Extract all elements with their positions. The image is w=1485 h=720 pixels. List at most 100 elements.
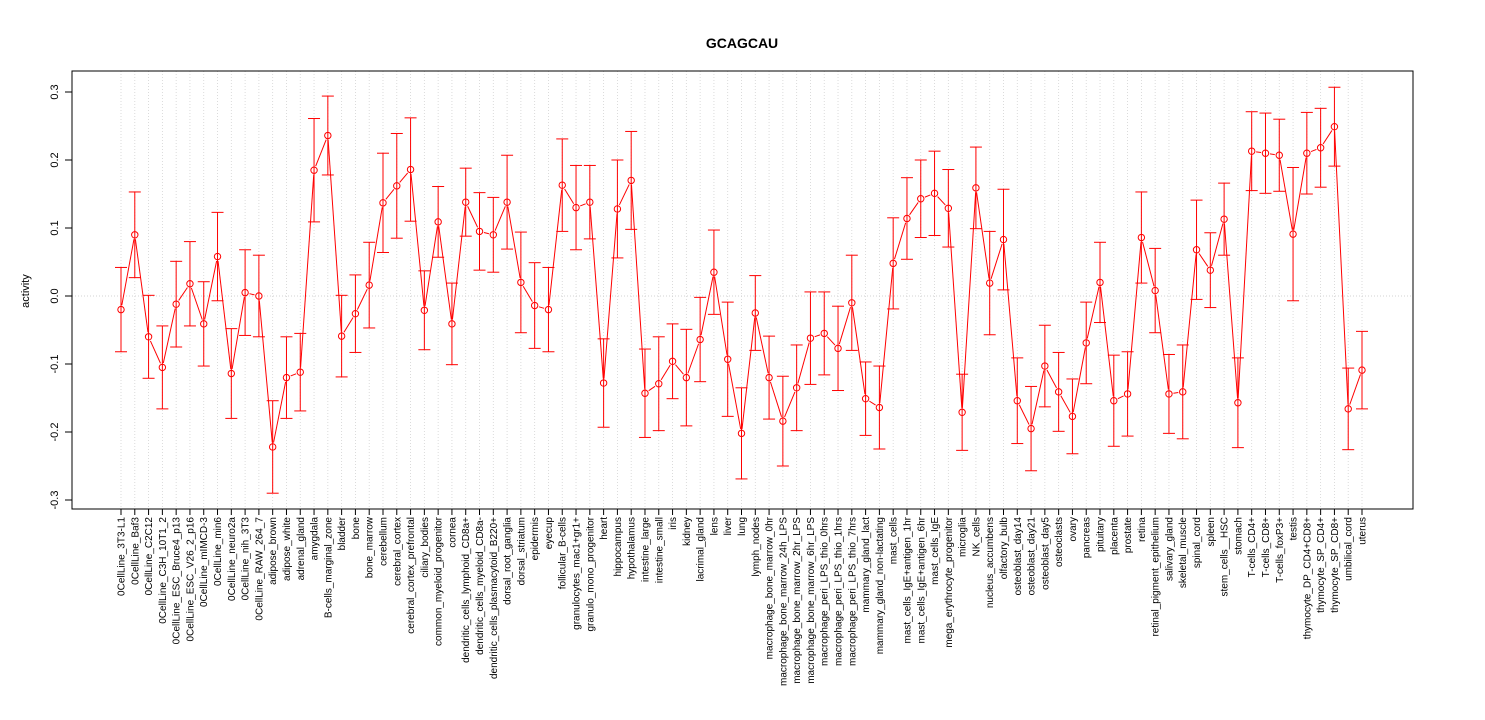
data-point <box>1165 390 1173 398</box>
series-line <box>190 287 203 320</box>
x-tick-label: cerebral_cortex_prefrontal <box>406 517 417 634</box>
series-line <box>273 381 287 443</box>
x-tick-label: hippocampus <box>613 517 624 576</box>
series-line <box>1142 241 1155 287</box>
x-tick-label: 0CellLine_ESC_Bruce4_p13 <box>172 517 183 645</box>
x-tick-label: granulocytes_mac1+gr1+ <box>572 517 583 630</box>
series-line <box>231 296 245 370</box>
x-tick-label: stomach <box>1233 517 1244 555</box>
x-tick-label: dorsal_root_ganglia <box>503 517 514 605</box>
series-line <box>1198 253 1209 267</box>
x-tick-label: testis <box>1289 517 1300 540</box>
data-point <box>1082 339 1090 347</box>
x-tick-label: cerebral_cortex <box>392 517 403 586</box>
data-point <box>393 182 401 190</box>
data-point <box>779 417 787 425</box>
data-point <box>1041 362 1049 370</box>
data-point <box>462 198 470 206</box>
series-line <box>178 287 188 301</box>
x-tick-label: 0CellLine_min6 <box>213 517 224 586</box>
data-point <box>999 235 1008 244</box>
x-tick-label: lacrimal_gland <box>696 517 707 581</box>
series-line <box>714 276 728 355</box>
series-line <box>1334 131 1349 405</box>
series-line <box>1155 294 1169 390</box>
x-tick-label: mast_cells_IgE+antigen_1hr <box>902 516 913 643</box>
x-axis-labels: 0CellLine_3T3-L1 0CellLine_Baf3 0CellLine_… <box>117 509 1369 686</box>
series-line <box>1086 286 1100 339</box>
x-tick-label: dorsal_striatum <box>516 517 527 585</box>
data-point <box>875 403 884 412</box>
x-tick-label: adrenal_gland <box>296 517 307 580</box>
series-line <box>784 391 796 418</box>
data-point <box>1096 278 1104 287</box>
data-point <box>586 198 594 206</box>
x-tick-label: bladder <box>337 516 348 550</box>
series-line <box>1060 395 1071 413</box>
x-tick-label: adipose_white <box>282 517 293 581</box>
data-point <box>1151 286 1159 295</box>
series-line <box>603 213 618 379</box>
data-point <box>1054 388 1063 396</box>
series-line <box>879 267 894 404</box>
x-tick-label: eyecup <box>544 517 555 550</box>
series-line <box>909 202 919 216</box>
data-point <box>1234 399 1242 407</box>
data-point <box>1344 405 1352 413</box>
series-line <box>797 342 810 384</box>
data-point <box>379 199 387 207</box>
x-tick-label: amygdala <box>310 517 321 561</box>
x-tick-label: T-cells_CD4+ <box>1247 517 1258 577</box>
series-line <box>1046 369 1057 389</box>
x-tick-label: pituitary <box>1096 517 1107 552</box>
x-tick-label: mammary_gland_lact <box>861 517 872 613</box>
x-tick-label: lymph_nodes <box>751 517 762 576</box>
x-tick-label: heart <box>599 517 610 540</box>
x-tick-label: salivary_gland <box>1164 517 1175 581</box>
series-line <box>894 222 907 260</box>
series-line <box>399 172 409 183</box>
x-tick-label: spleen <box>1206 517 1217 546</box>
series-line <box>438 226 452 320</box>
x-tick-label: nucleus_accumbens <box>985 517 996 608</box>
series-line <box>162 308 176 364</box>
series-line <box>467 206 479 228</box>
data-point <box>448 320 456 328</box>
x-tick-label: microglia <box>958 517 969 557</box>
x-tick-label: osteoblast_day14 <box>1013 517 1024 596</box>
x-tick-label: follicular_B-cells <box>558 517 569 589</box>
data-point <box>1027 424 1035 433</box>
data-point <box>1358 366 1366 374</box>
series-line <box>1117 395 1124 400</box>
x-tick-label: mast_cells_IgE+antigen_6hr <box>916 516 927 643</box>
series-line <box>618 184 630 206</box>
series-line <box>494 206 506 231</box>
y-tick-label: -0.2 <box>49 423 61 442</box>
data-point <box>241 288 249 297</box>
x-tick-label: NK_cells <box>971 517 982 556</box>
series-line <box>728 363 742 430</box>
x-tick-label: T-cells_CD8+ <box>1261 517 1272 577</box>
data-point <box>530 301 539 310</box>
x-tick-label: spinal_cord <box>1192 517 1203 568</box>
data-point <box>724 355 732 363</box>
data-point <box>903 214 911 223</box>
series-line <box>343 317 354 333</box>
series-line <box>1031 370 1045 425</box>
x-tick-label: olfactory_bulb <box>999 517 1010 580</box>
x-tick-label: hypothalamus <box>627 517 638 579</box>
series-line <box>1211 223 1224 266</box>
x-tick-label: cornea <box>447 517 458 548</box>
series-line <box>424 226 438 306</box>
data-point <box>131 231 139 239</box>
x-tick-label: adipose_brown <box>268 517 279 585</box>
data-point <box>475 227 484 236</box>
series-line <box>483 231 490 235</box>
x-tick-label: uterus <box>1358 517 1369 545</box>
data-point <box>889 259 897 268</box>
data-point <box>1220 215 1228 223</box>
series-line <box>258 300 273 443</box>
x-tick-label: granulo_mono_progenitor <box>585 516 596 631</box>
series-line <box>660 364 671 381</box>
